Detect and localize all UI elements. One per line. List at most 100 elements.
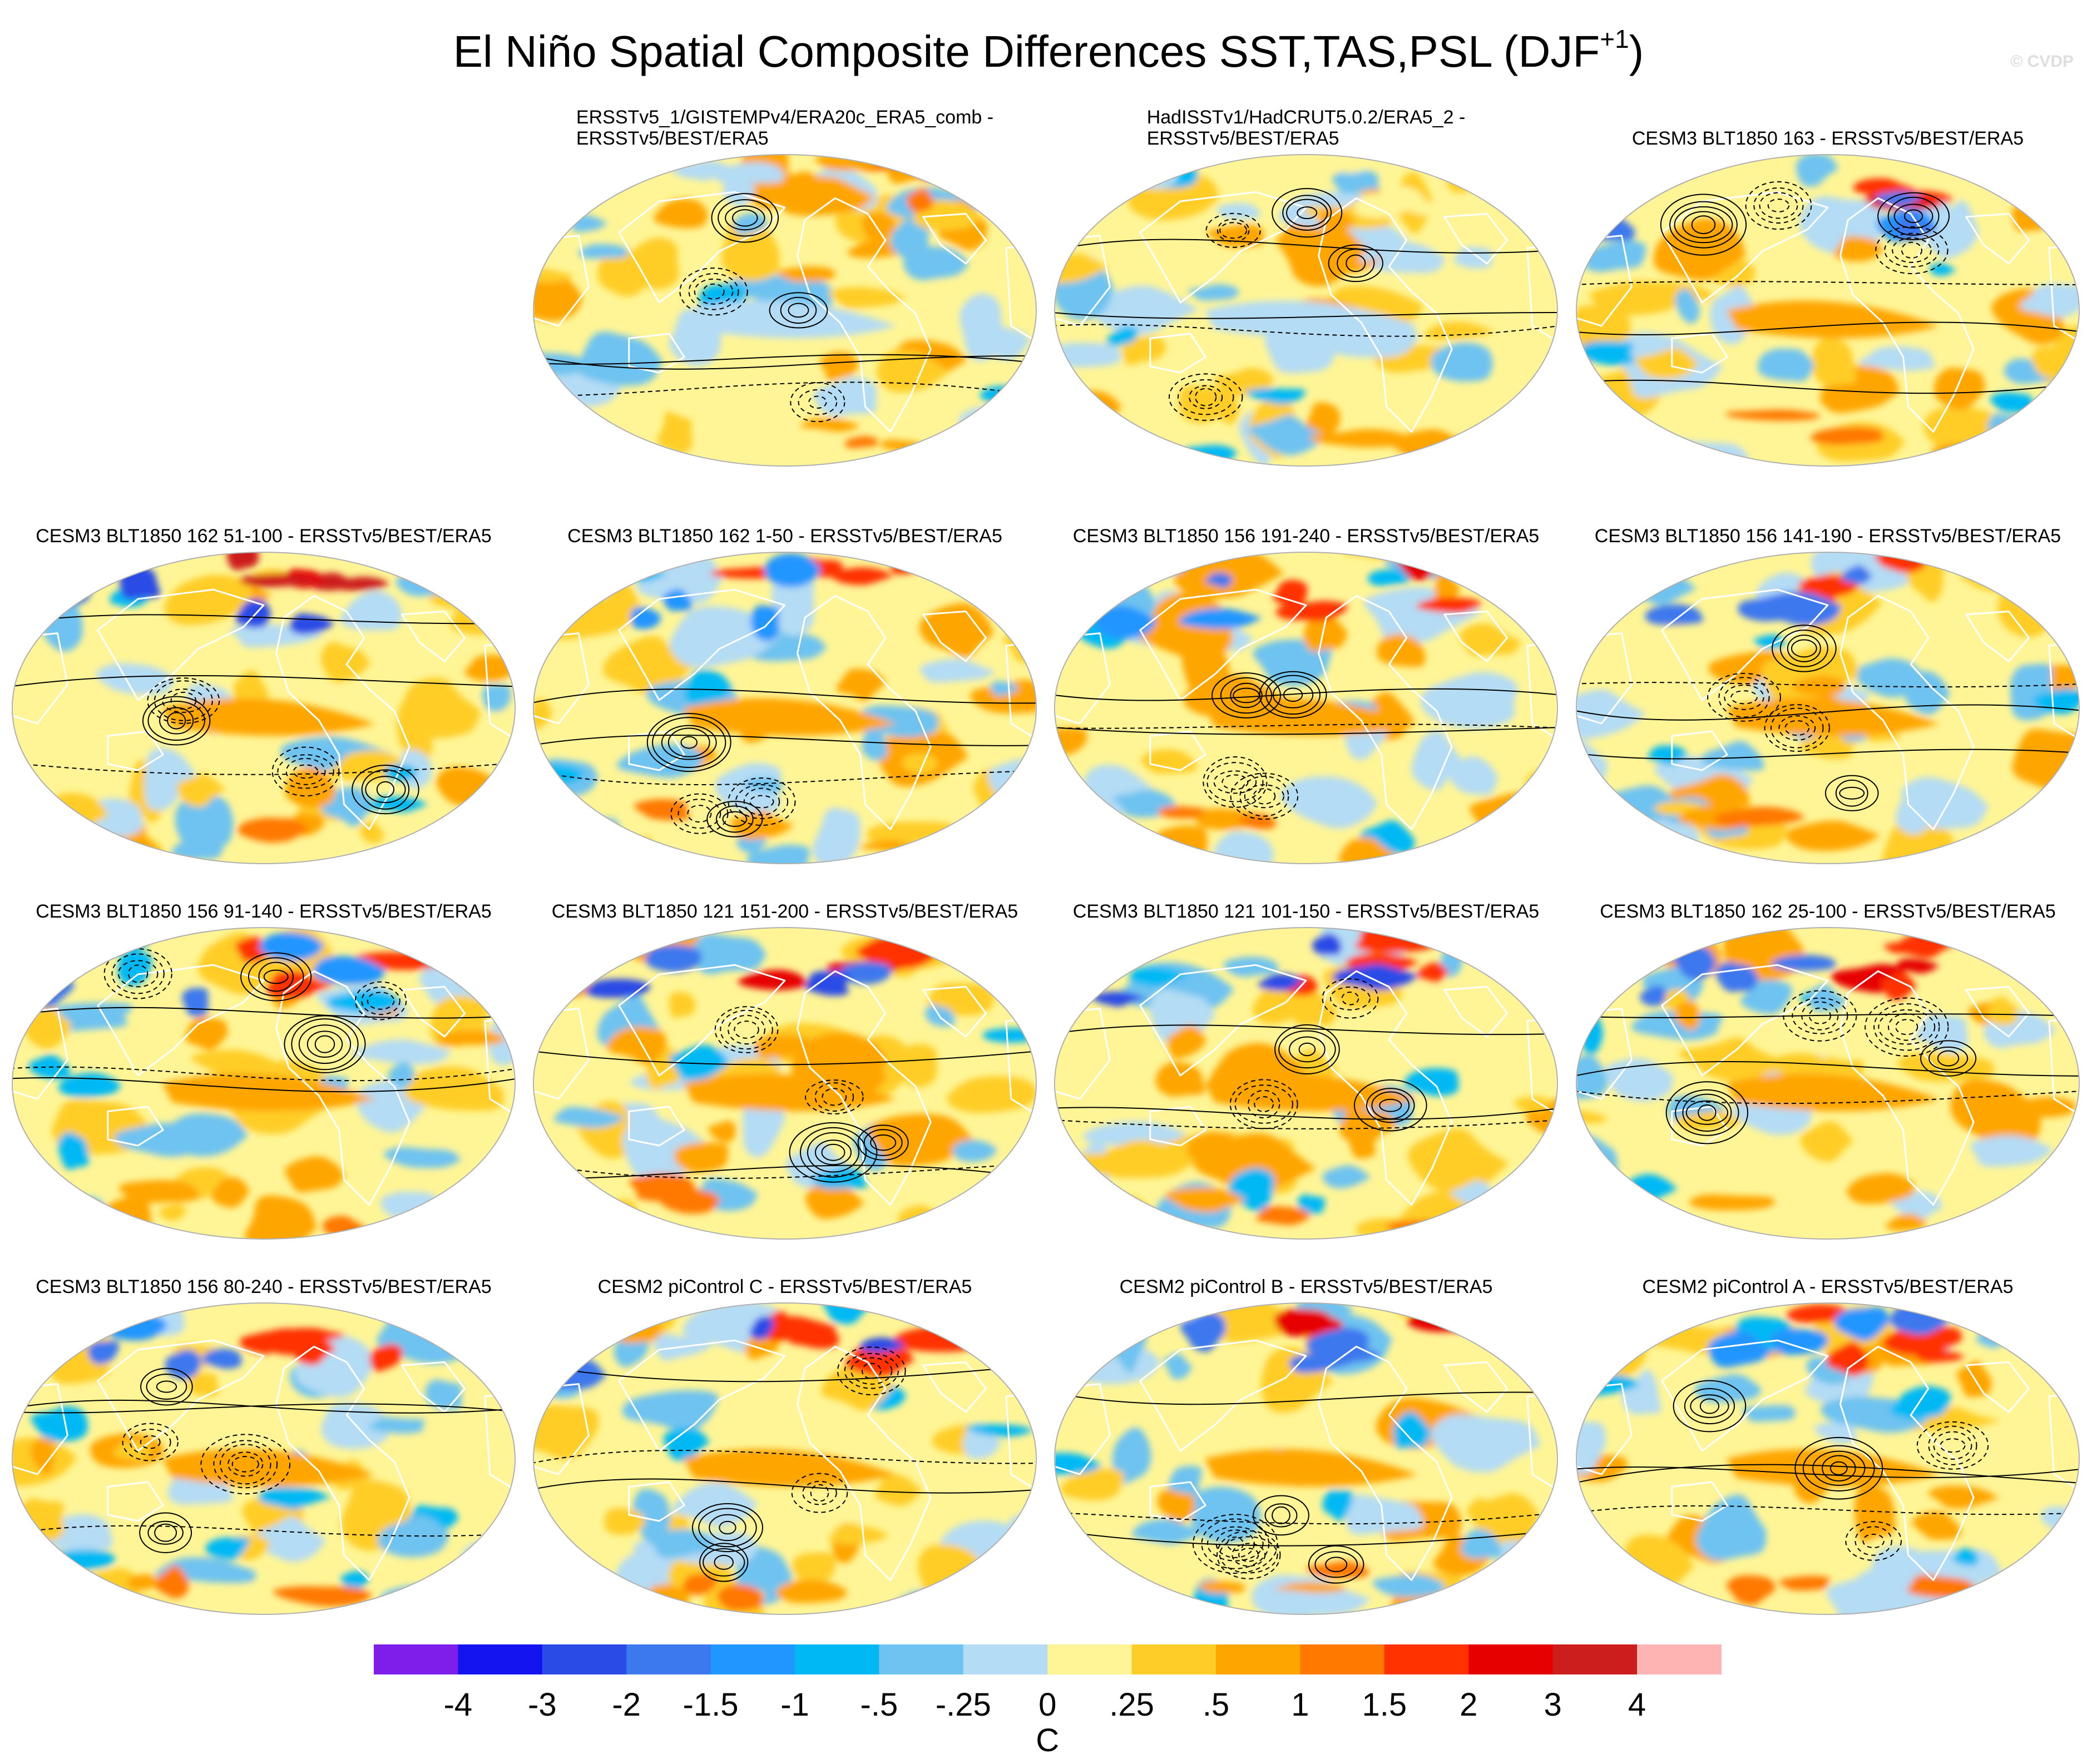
anomaly-region xyxy=(1725,409,1821,421)
anomaly-region xyxy=(12,1438,77,1486)
anomaly-region xyxy=(840,962,892,984)
anomaly-region xyxy=(377,1515,449,1558)
anomaly-region xyxy=(1273,579,1308,608)
anomaly-region xyxy=(1060,1468,1125,1501)
anomaly-region xyxy=(1833,236,1883,262)
colorbar-swatch xyxy=(795,1644,879,1674)
anomaly-region xyxy=(947,1076,1036,1113)
anomaly-region xyxy=(1576,1055,1608,1099)
anomaly-region xyxy=(758,1316,839,1341)
anomaly-region xyxy=(19,1498,65,1542)
anomaly-region xyxy=(191,1049,277,1077)
anomaly-region xyxy=(1280,776,1378,829)
colorbar-swatch xyxy=(1047,1644,1132,1674)
anomaly-region xyxy=(836,668,887,701)
anomaly-region xyxy=(1834,1307,1890,1341)
anomaly-region xyxy=(1621,1369,1661,1415)
anomaly-region xyxy=(1826,1342,1870,1376)
anomaly-region xyxy=(1674,1000,1700,1030)
anomaly-region xyxy=(1238,814,1277,830)
anomaly-region xyxy=(1885,1213,1927,1231)
anomaly-region xyxy=(1312,933,1342,955)
anomaly-region xyxy=(48,1197,110,1239)
colorbar-swatch xyxy=(710,1644,795,1674)
anomaly-region xyxy=(238,817,298,843)
anomaly-region xyxy=(1771,954,1837,971)
anomaly-region xyxy=(1608,1205,1674,1239)
anomaly-region xyxy=(880,439,924,452)
colorbar-units: C xyxy=(1036,1722,1059,1758)
anomaly-region xyxy=(1157,1489,1195,1522)
map-panel: CESM3 BLT1850 163 - ERSSTv5/BEST/ERA5 xyxy=(1570,100,2086,473)
anomaly-region xyxy=(1367,569,1411,586)
panel-title: CESM3 BLT1850 156 141-190 - ERSSTv5/BEST… xyxy=(1594,526,2061,547)
anomaly-region xyxy=(645,945,702,973)
psl-contours xyxy=(1576,181,2079,394)
anomaly-region xyxy=(1741,1405,1796,1422)
anomaly-region xyxy=(499,562,515,589)
map-panel: CESM3 BLT1850 156 191-240 - ERSSTv5/BEST… xyxy=(1048,498,1564,870)
anomaly-region xyxy=(980,386,1035,406)
anomaly-region xyxy=(1199,1580,1247,1594)
panel-title: CESM3 BLT1850 162 1-50 - ERSSTv5/BEST/ER… xyxy=(567,526,1002,547)
anomaly-region xyxy=(12,1600,39,1614)
anomaly-region xyxy=(1928,1485,2000,1509)
anomaly-region xyxy=(546,155,627,171)
anomaly-region xyxy=(1928,262,1957,276)
anomaly-region xyxy=(723,177,755,207)
anomaly-region xyxy=(813,376,877,417)
anomaly-region xyxy=(1055,552,1129,594)
anomaly-region xyxy=(1085,285,1199,335)
anomaly-region xyxy=(113,1441,152,1462)
anomaly-region xyxy=(1088,572,1114,606)
map-border xyxy=(1576,1302,2080,1615)
colorbar-swatch xyxy=(1216,1644,1300,1674)
anomaly-region xyxy=(188,1370,219,1396)
anomaly-region xyxy=(1994,1197,2079,1239)
anomaly-region xyxy=(1778,1575,1831,1591)
anomaly-region xyxy=(1654,801,1712,815)
anomaly-region xyxy=(1987,413,2022,438)
anomaly-region xyxy=(553,1107,625,1128)
anomaly-region xyxy=(1880,972,1917,1000)
anomaly-region xyxy=(1447,170,1473,193)
anomaly-region xyxy=(792,1552,835,1583)
anomaly-region xyxy=(1847,1173,1916,1205)
anomaly-region xyxy=(452,1303,515,1327)
psl-contours xyxy=(1055,188,1557,421)
anomaly-region xyxy=(597,248,650,297)
anomaly-region xyxy=(1883,1326,1962,1355)
anomaly-region xyxy=(42,572,92,606)
map-border xyxy=(533,552,1037,864)
anomaly-region xyxy=(1738,593,1805,622)
anomaly-region xyxy=(669,1044,730,1081)
anomaly-region xyxy=(1155,1062,1205,1097)
colorbar-tick-label: .5 xyxy=(1203,1687,1229,1723)
anomaly-region xyxy=(1223,957,1279,977)
anomaly-region xyxy=(31,1406,88,1442)
anomaly-region xyxy=(2003,161,2041,182)
anomaly-region xyxy=(877,349,949,393)
anomaly-region xyxy=(1379,185,1424,204)
anomaly-region xyxy=(629,1173,696,1200)
anomaly-region xyxy=(1503,412,1557,448)
anomaly-region xyxy=(812,1167,868,1190)
panel-title: CESM3 BLT1850 156 191-240 - ERSSTv5/BEST… xyxy=(1072,526,1540,547)
map-panel: CESM3 BLT1850 121 101-150 - ERSSTv5/BEST… xyxy=(1048,873,1564,1246)
coastlines xyxy=(1576,1339,2079,1581)
colorbar-tick-label: .25 xyxy=(1109,1687,1154,1723)
anomaly-region xyxy=(1534,552,1557,571)
anomaly-region xyxy=(1188,284,1240,301)
anomaly-region xyxy=(533,1337,601,1357)
anomaly-region xyxy=(717,1584,764,1611)
anomaly-region xyxy=(351,1039,451,1065)
anomaly-region xyxy=(1447,1605,1506,1614)
anomaly-region xyxy=(1600,1310,1630,1331)
map-panel: ERSSTv5_1/GISTEMPv4/ERA20c_ERA5_comb - ER… xyxy=(527,100,1043,473)
anomaly-region xyxy=(738,969,807,990)
anomaly-region xyxy=(1901,777,1989,829)
anomaly-region xyxy=(883,1044,937,1088)
anomaly-region xyxy=(444,824,507,849)
map-panel: CESM3 BLT1850 162 25-100 - ERSSTv5/BEST/… xyxy=(1570,873,2086,1246)
colorbar-tick-label: -2 xyxy=(612,1687,641,1723)
